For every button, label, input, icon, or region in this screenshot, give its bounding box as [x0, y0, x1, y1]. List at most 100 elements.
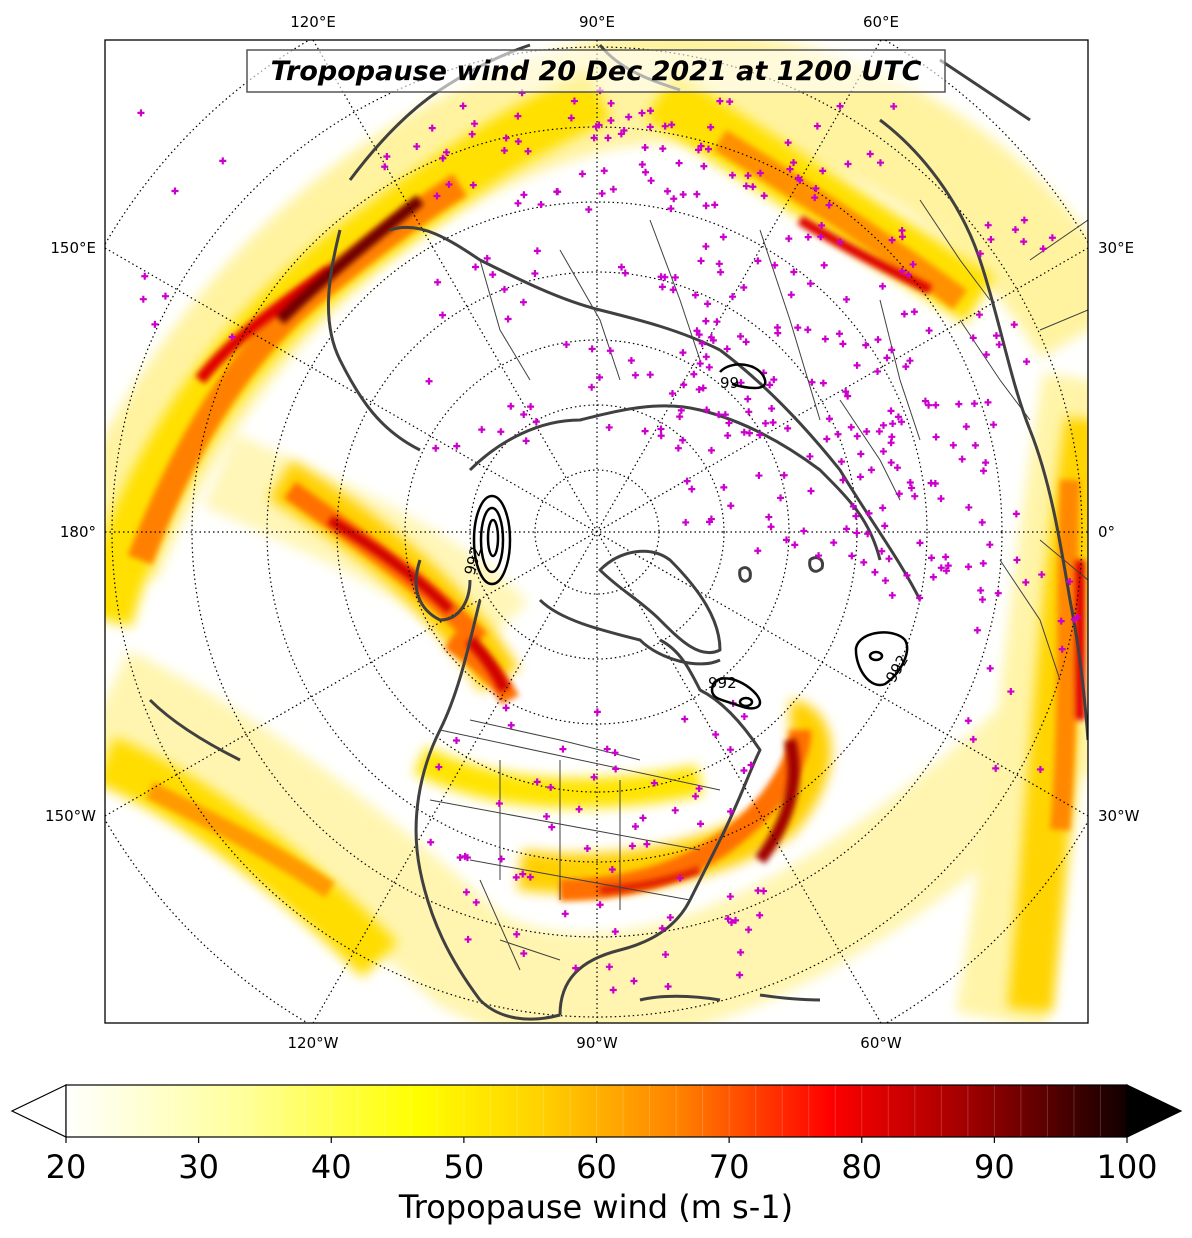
station-marker — [909, 260, 917, 268]
station-marker — [965, 503, 973, 511]
station-marker — [641, 427, 649, 435]
station-marker — [639, 814, 647, 822]
station-marker — [606, 347, 614, 355]
station-marker — [790, 268, 798, 276]
station-marker — [863, 427, 871, 435]
station-marker — [497, 428, 505, 436]
station-marker — [704, 300, 712, 308]
station-marker — [519, 298, 527, 306]
station-marker — [958, 455, 966, 463]
station-marker — [992, 332, 1000, 340]
station-marker — [898, 418, 906, 426]
station-marker — [658, 924, 666, 932]
station-marker — [765, 513, 773, 521]
colorbar-tick-label: 50 — [444, 1148, 485, 1186]
station-marker — [657, 432, 665, 440]
station-marker — [984, 398, 992, 406]
station-marker — [570, 97, 578, 105]
station-marker — [984, 221, 992, 229]
station-marker — [1023, 358, 1031, 366]
station-marker — [900, 310, 908, 318]
station-marker — [707, 515, 715, 523]
station-marker — [849, 502, 857, 510]
station-marker — [696, 360, 704, 368]
colorbar-tick-label: 100 — [1096, 1148, 1157, 1186]
station-marker — [681, 715, 689, 723]
station-marker — [887, 407, 895, 415]
station-marker — [817, 233, 825, 241]
station-marker — [1013, 556, 1021, 564]
station-marker — [766, 381, 774, 389]
station-marker — [745, 926, 753, 934]
station-marker — [469, 181, 477, 189]
station-marker — [514, 112, 522, 120]
station-marker — [842, 388, 850, 396]
station-marker — [888, 591, 896, 599]
station-marker — [533, 778, 541, 786]
station-marker — [719, 233, 727, 241]
station-marker — [483, 254, 491, 262]
station-marker — [643, 840, 651, 848]
station-marker — [668, 390, 676, 398]
wind-field — [105, 40, 1088, 1023]
station-marker — [139, 295, 147, 303]
station-marker — [932, 401, 940, 409]
station-marker — [1010, 321, 1018, 329]
station-marker — [435, 763, 443, 771]
station-marker — [507, 402, 515, 410]
station-marker — [697, 257, 705, 265]
station-marker — [671, 273, 679, 281]
station-marker — [808, 378, 816, 386]
station-marker — [554, 188, 562, 196]
station-marker — [804, 233, 812, 241]
station-marker — [756, 431, 764, 439]
station-marker — [782, 536, 790, 544]
station-marker — [964, 563, 972, 571]
station-marker — [879, 282, 887, 290]
station-marker — [727, 808, 735, 816]
station-marker — [668, 121, 676, 129]
station-marker — [459, 102, 467, 110]
station-marker — [910, 308, 918, 316]
station-marker — [791, 541, 799, 549]
station-marker — [439, 311, 447, 319]
station-marker — [667, 205, 675, 213]
station-marker — [661, 122, 669, 130]
station-marker — [784, 424, 792, 432]
station-marker — [807, 487, 815, 495]
station-marker — [806, 280, 814, 288]
station-marker — [433, 192, 441, 200]
station-marker — [767, 523, 775, 531]
station-marker — [742, 182, 750, 190]
station-marker — [879, 504, 887, 512]
station-marker — [692, 792, 700, 800]
station-marker — [607, 99, 615, 107]
map-frame — [104, 39, 1089, 1024]
station-marker — [628, 842, 636, 850]
station-marker — [683, 477, 691, 485]
station-marker — [590, 134, 598, 142]
low-center-atlantic — [854, 631, 909, 687]
station-marker — [728, 171, 736, 179]
station-marker — [726, 98, 734, 106]
station-marker — [707, 123, 715, 131]
station-marker — [1073, 613, 1081, 621]
station-marker — [902, 363, 910, 371]
station-marker — [878, 547, 886, 555]
station-marker — [593, 708, 601, 716]
station-marker — [495, 800, 503, 808]
station-marker — [836, 238, 844, 246]
station-marker — [737, 948, 745, 956]
station-marker — [520, 950, 528, 958]
station-marker — [925, 327, 933, 335]
left-lon-label: 150°E — [50, 239, 96, 257]
station-marker — [834, 430, 842, 438]
station-marker — [595, 121, 603, 129]
station-marker — [830, 539, 838, 547]
station-marker — [903, 571, 911, 579]
station-marker — [879, 421, 887, 429]
station-marker — [720, 483, 728, 491]
station-marker — [596, 901, 604, 909]
station-marker — [664, 983, 672, 991]
station-marker — [729, 293, 737, 301]
